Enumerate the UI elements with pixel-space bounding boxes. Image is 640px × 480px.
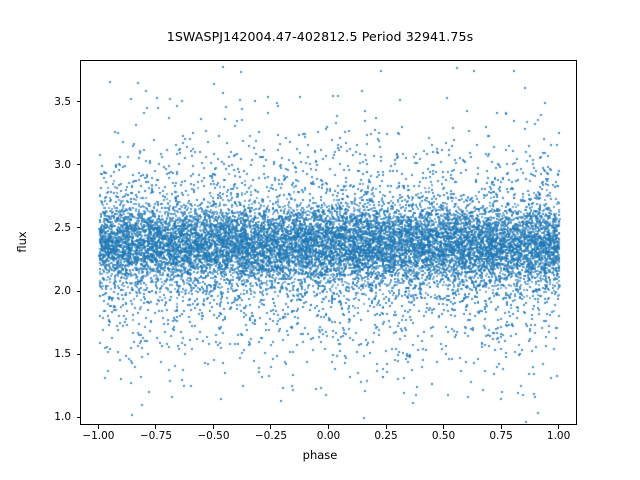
y-axis-label: flux (15, 231, 29, 253)
scatter-plot-points (81, 61, 576, 424)
y-tick-mark (76, 290, 80, 292)
x-tick-label: −0.25 (254, 430, 288, 442)
x-tick-mark (385, 425, 387, 429)
y-tick-mark (76, 101, 80, 103)
x-tick-mark (500, 425, 502, 429)
x-tick-mark (443, 425, 445, 429)
x-tick-label: 0.50 (431, 430, 456, 442)
x-tick-mark (212, 425, 214, 429)
y-tick-label: 1.5 (54, 348, 71, 361)
y-tick-label: 3.0 (54, 158, 71, 171)
x-tick-mark (558, 425, 560, 429)
x-tick-label: 1.00 (546, 430, 571, 442)
y-tick-mark (76, 227, 80, 229)
x-tick-label: −1.00 (82, 430, 115, 442)
x-tick-label: 0.25 (374, 430, 398, 442)
y-tick-label: 2.0 (54, 285, 71, 298)
y-tick-mark (76, 353, 80, 355)
plot-area (80, 60, 577, 425)
x-tick-mark (270, 425, 272, 429)
x-tick-label: −0.75 (139, 430, 173, 442)
x-tick-mark (97, 425, 99, 429)
x-tick-label: 0.75 (489, 430, 513, 442)
y-tick-mark (76, 164, 80, 166)
x-tick-mark (328, 425, 329, 429)
y-tick-label: 1.0 (54, 411, 71, 424)
y-tick-label: 2.5 (54, 221, 71, 234)
x-tick-mark (155, 425, 157, 429)
x-tick-label: −0.50 (197, 430, 230, 442)
page-title: 1SWASPJ142004.47-402812.5 Period 32941.7… (166, 29, 474, 44)
y-tick-mark (76, 416, 80, 418)
x-tick-label: 0.00 (316, 430, 341, 442)
x-axis-label: phase (302, 448, 338, 462)
y-tick-label: 3.5 (54, 95, 71, 108)
